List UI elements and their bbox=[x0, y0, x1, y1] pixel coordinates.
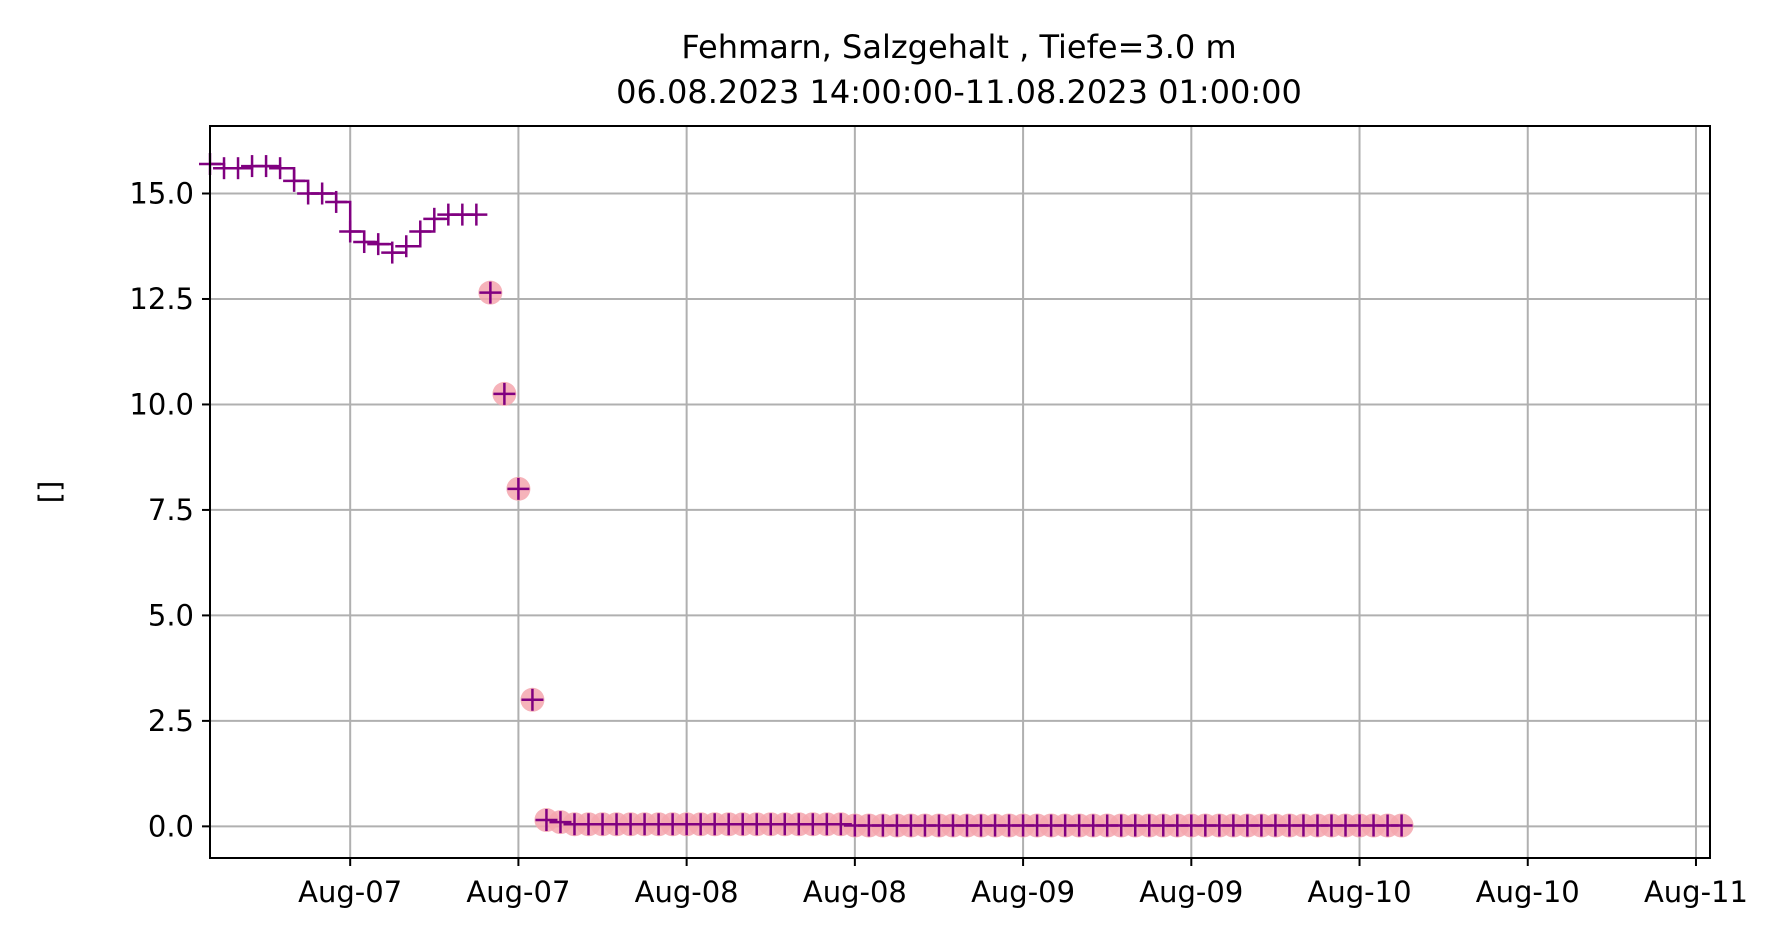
x-tick-label: Aug-10 bbox=[1476, 875, 1580, 909]
y-axis-label: [] bbox=[33, 481, 67, 504]
x-tick-label: Aug-08 bbox=[803, 875, 907, 909]
data-points bbox=[199, 152, 1414, 838]
x-tick-label: Aug-10 bbox=[1308, 875, 1412, 909]
x-tick-label: Aug-09 bbox=[971, 875, 1075, 909]
x-tick-label: Aug-09 bbox=[1139, 875, 1243, 909]
y-tick-label: 2.5 bbox=[148, 704, 194, 738]
chart-title: Fehmarn, Salzgehalt , Tiefe=3.0 m bbox=[681, 28, 1236, 66]
chart-subtitle: 06.08.2023 14:00:00-11.08.2023 01:00:00 bbox=[616, 73, 1302, 111]
x-tick-label: Aug-07 bbox=[466, 875, 570, 909]
y-tick-label: 10.0 bbox=[129, 387, 194, 421]
grid bbox=[210, 126, 1710, 858]
plot-frame bbox=[209, 125, 1711, 859]
y-tick-label: 12.5 bbox=[129, 282, 194, 316]
x-tick-label: Aug-11 bbox=[1644, 875, 1748, 909]
step-line bbox=[210, 162, 477, 254]
x-tick-label: Aug-07 bbox=[298, 875, 402, 909]
y-tick-label: 0.0 bbox=[148, 809, 194, 843]
x-tick-label: Aug-08 bbox=[635, 875, 739, 909]
y-tick-label: 7.5 bbox=[148, 493, 194, 527]
y-tick-label: 15.0 bbox=[129, 177, 194, 211]
y-tick-label: 5.0 bbox=[148, 598, 194, 632]
axis-ticks: Aug-07 Aug-07 Aug-08 Aug-08 Aug-09 Aug-09 Aug-… bbox=[129, 177, 1748, 909]
